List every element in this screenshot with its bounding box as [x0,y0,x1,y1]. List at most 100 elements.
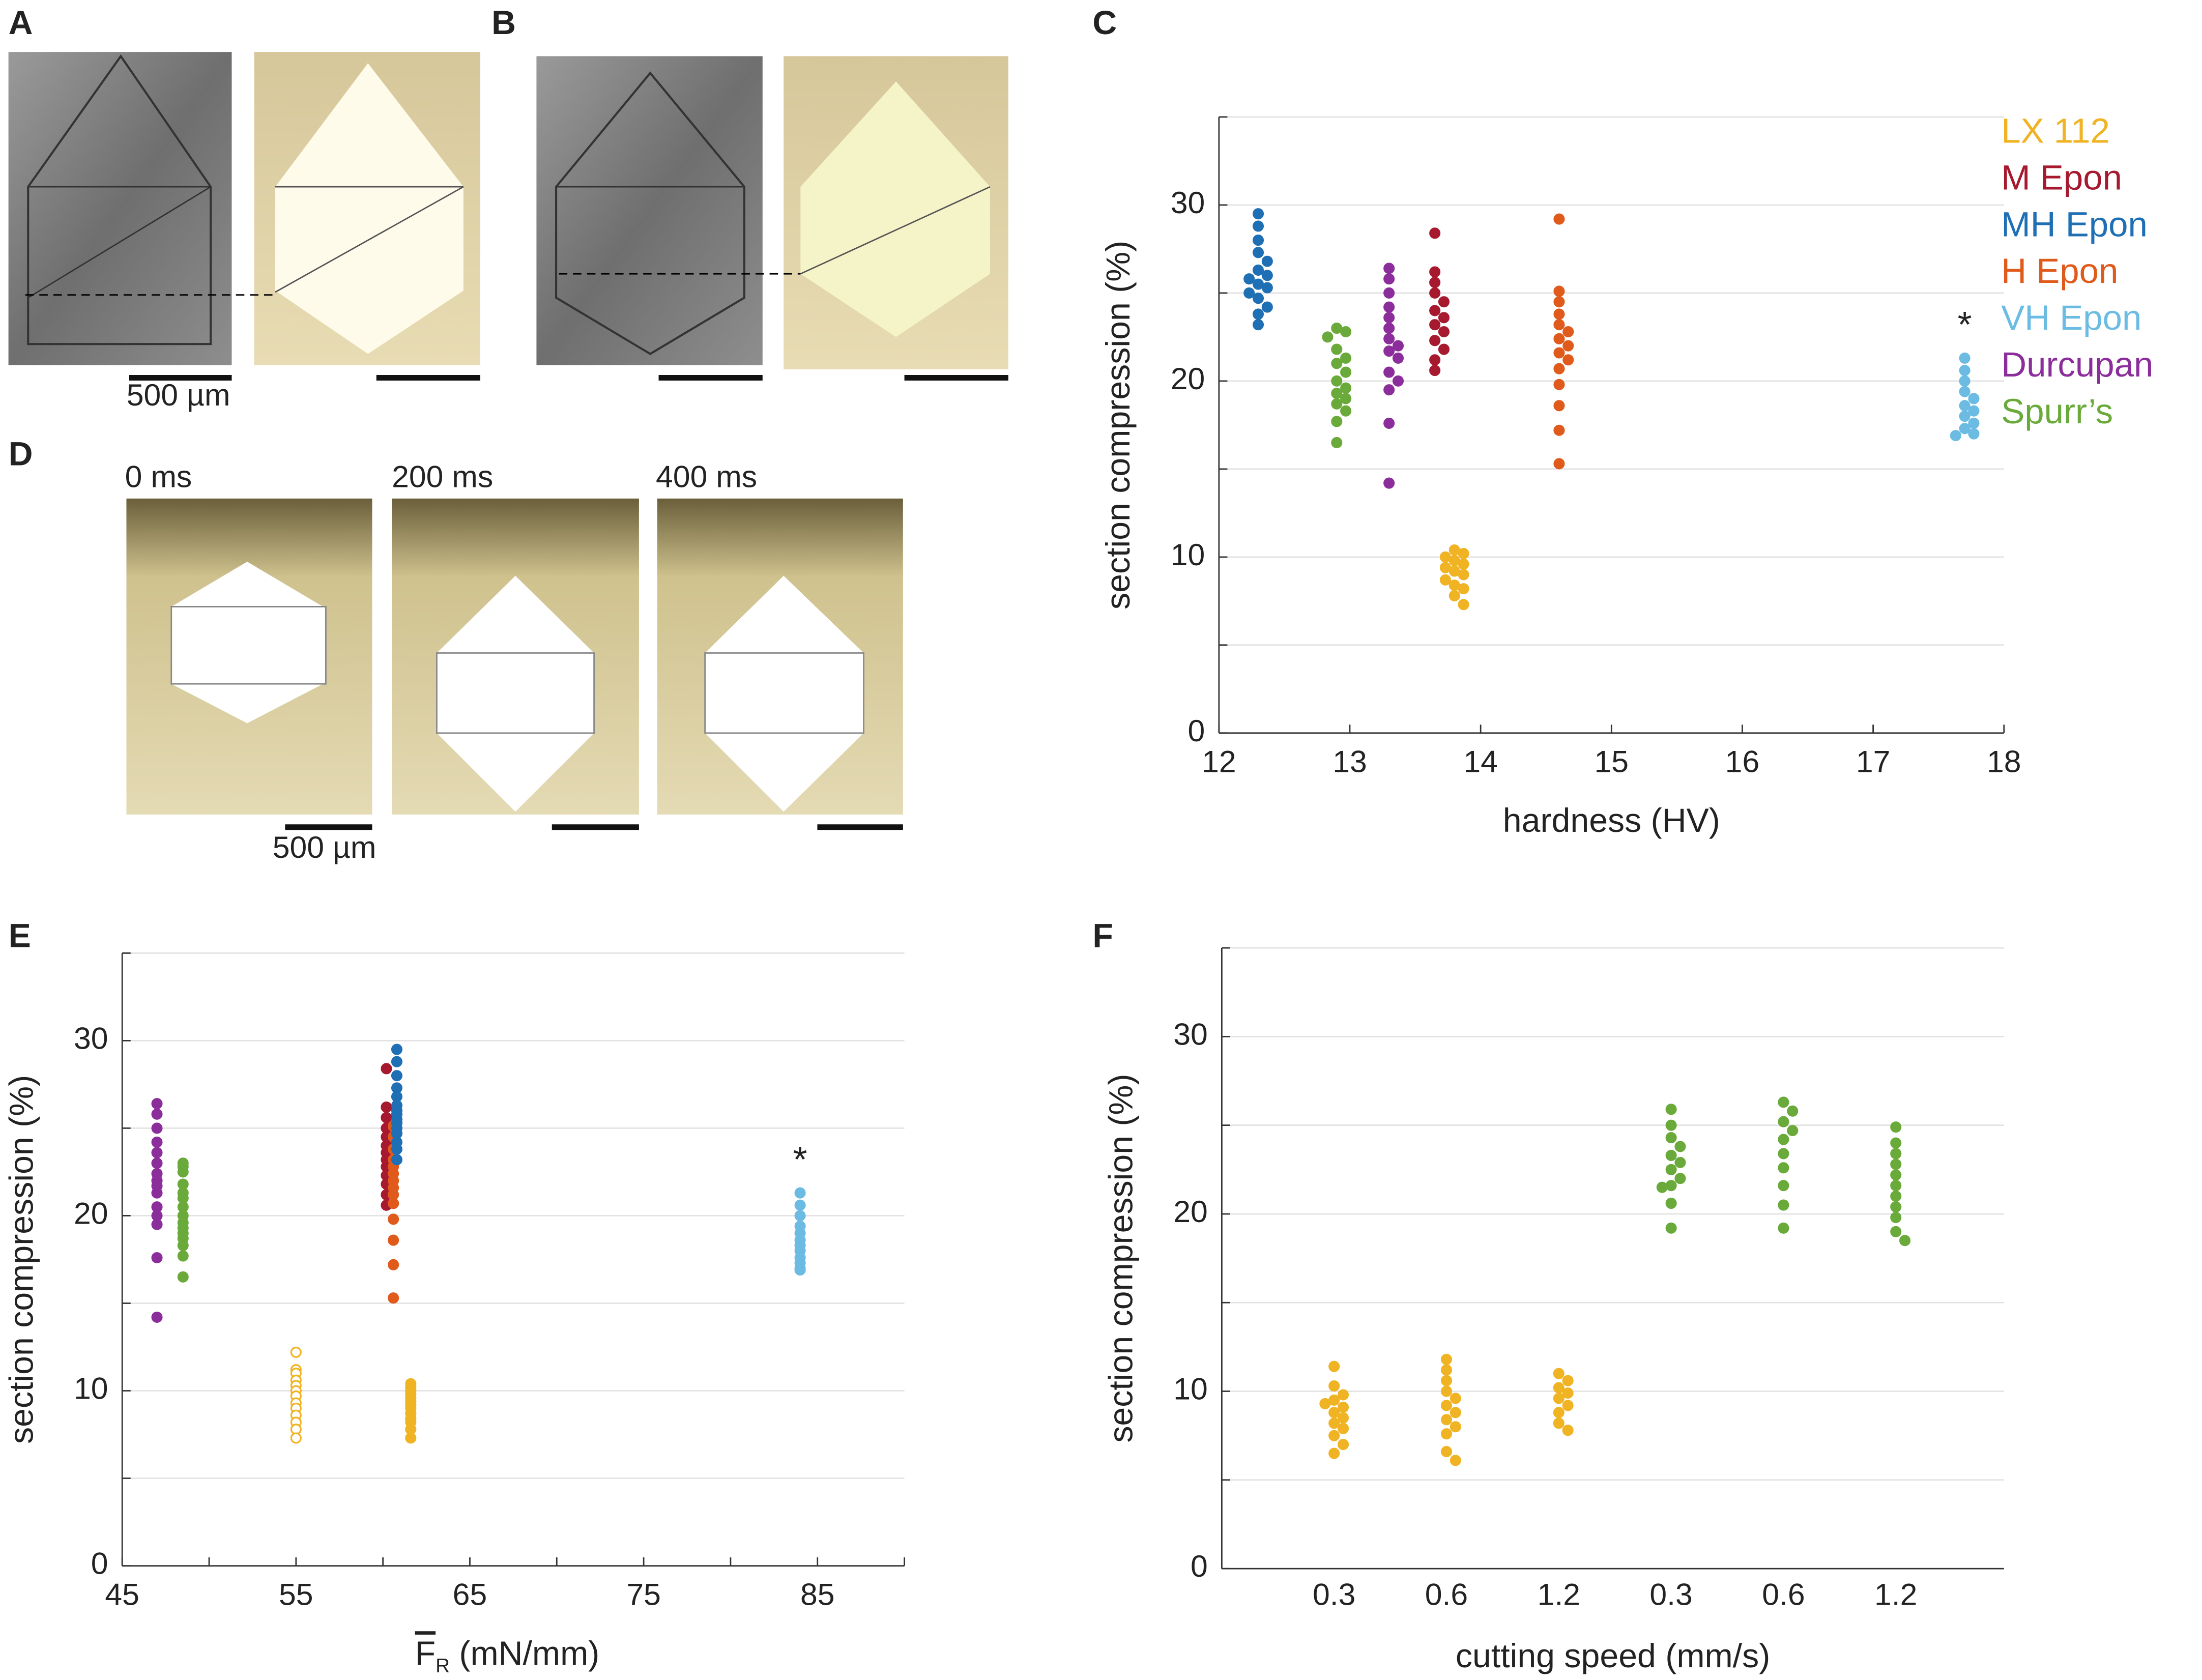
dot [1429,319,1441,331]
dot [1674,1173,1686,1184]
dot [1562,1375,1574,1386]
dot [1252,208,1264,220]
dot [1562,1387,1574,1399]
dot [1383,384,1395,396]
dot [1890,1158,1902,1170]
dot [391,1044,403,1055]
x-tick-label: 15 [1595,744,1629,779]
dot [1252,293,1264,304]
dot [1337,1389,1349,1401]
dot [1383,273,1395,285]
dot [1553,347,1565,359]
dot [1252,308,1264,320]
dot [1261,282,1273,294]
dot [1261,255,1273,267]
dot [1890,1121,1902,1133]
dot [1562,354,1574,366]
legend-entry: Durcupan [2001,345,2153,384]
dot [1787,1105,1799,1117]
dot [1337,1423,1349,1434]
image-panels: 500 µm 500 µm 0 ms 200 ms 400 ms [8,52,1008,864]
dot [1665,1164,1677,1175]
dot [1458,547,1469,559]
x-axis-label: hardness (HV) [1503,802,1720,839]
dot [1438,296,1450,308]
photo [536,56,763,365]
dot [1553,1368,1564,1379]
dot [1392,375,1404,387]
panel-letter: A [9,4,33,42]
dot [1440,1445,1453,1458]
dot [290,1432,302,1444]
dot [794,1187,806,1199]
dot [1440,1428,1453,1440]
dot [1458,583,1469,595]
dot [1968,405,1980,417]
dot [1656,1181,1668,1193]
y-tick-label: 0 [1187,713,1205,748]
dot [1665,1119,1677,1131]
dot [1340,393,1352,404]
dot [794,1199,806,1211]
dot [1429,227,1441,239]
dot [1429,287,1441,299]
time-label: 0 ms [125,459,192,494]
dot [1331,437,1343,448]
dot [1383,333,1395,344]
dot [1261,270,1273,281]
x-tick-label: 14 [1463,744,1498,779]
outline [27,54,212,345]
dot [1337,1412,1349,1424]
y-tick-label: 10 [74,1371,108,1406]
dot [1674,1141,1686,1152]
dot [388,1234,399,1246]
dot [1383,417,1395,429]
dot [1328,1407,1340,1418]
symbol: F [415,1635,436,1672]
dot [1674,1156,1686,1168]
dot [1322,331,1334,343]
dot [1890,1180,1902,1192]
dot [151,1098,163,1110]
dot [1890,1191,1902,1202]
x-tick-label: 13 [1332,744,1367,779]
x-tick-label: 0.3 [1649,1577,1692,1611]
dot [1331,358,1343,369]
dot [1778,1180,1789,1192]
panel-letter: E [9,917,31,954]
y-tick-label: 30 [74,1021,108,1055]
dot [1383,301,1395,313]
x-tick-label: 85 [800,1577,835,1611]
x-tick-label: 17 [1856,744,1891,779]
dot [151,1252,163,1264]
x-tick-label: 55 [279,1577,313,1611]
section [800,81,990,337]
dot [1778,1162,1789,1174]
dot [1890,1201,1902,1213]
x-tick-label: 0.6 [1425,1577,1468,1611]
dot [151,1157,163,1169]
dot [1340,352,1352,364]
dot [1448,565,1460,577]
dot [1252,220,1264,232]
dot [794,1264,806,1276]
dot [151,1219,163,1230]
x-tick-label: 12 [1202,744,1236,779]
dot [1899,1235,1911,1247]
scale-bars [129,374,1008,830]
dot [151,1311,163,1323]
x-tick-label: 75 [626,1577,661,1611]
dot [177,1239,189,1251]
dot [1337,1401,1349,1413]
dot [1890,1148,1902,1160]
dot [1458,558,1469,570]
dot [1340,326,1352,338]
dot [1959,386,1971,397]
dot [1553,379,1565,390]
legend-entry: Spurr’s [2001,392,2113,431]
dot [1439,562,1451,573]
photo [8,52,232,365]
dot [1665,1104,1677,1115]
dot [1665,1197,1677,1209]
